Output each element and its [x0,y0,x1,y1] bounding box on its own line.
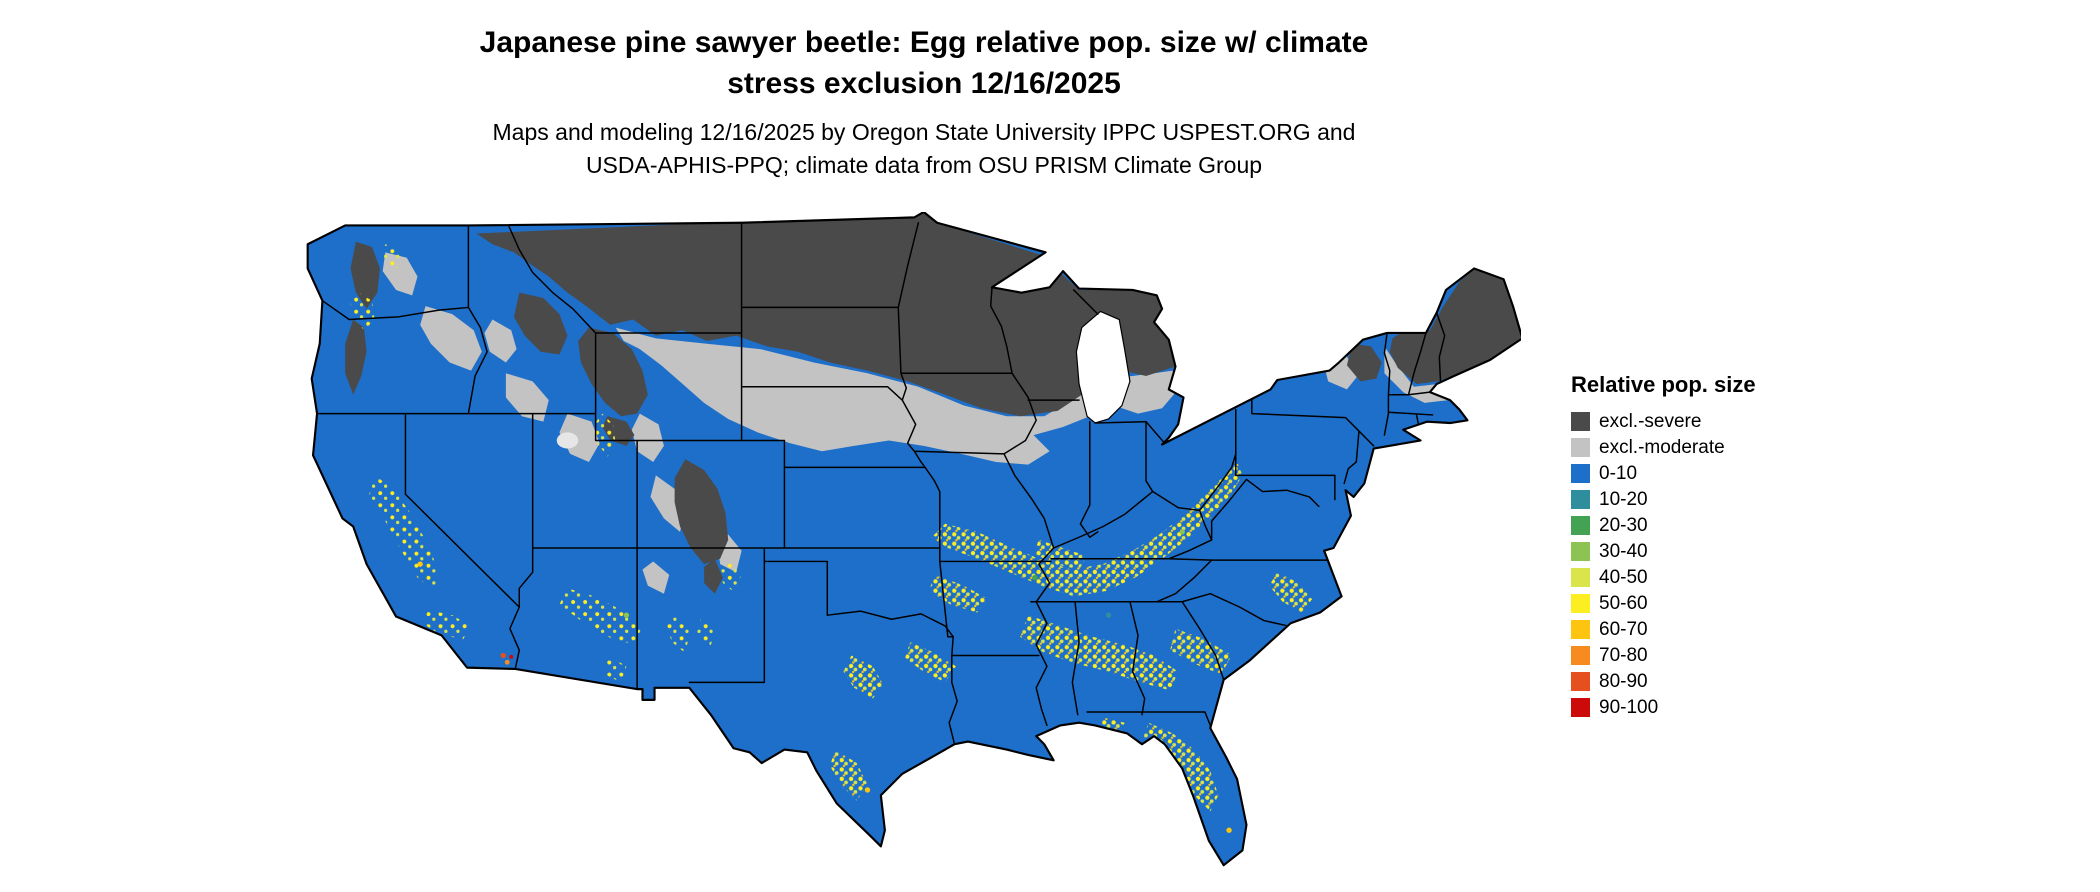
legend-label: 20-30 [1599,514,1648,536]
legend-swatch [1571,437,1590,457]
legend-swatch [1571,541,1590,561]
region-pop-40-70-speckles [350,244,1313,812]
region-excl-severe [345,212,1521,594]
us-map [305,212,1521,884]
legend-item: 50-60 [1571,590,1831,616]
legend-item: 80-90 [1571,668,1831,694]
legend-label: 70-80 [1599,644,1648,666]
legend-label: excl.-moderate [1599,436,1725,458]
legend-swatch [1571,697,1590,717]
us-outline [306,212,1521,867]
legend-swatch [1571,593,1590,613]
map-title-line1: Japanese pine sawyer beetle: Egg relativ… [479,26,1369,59]
region-minor-class-dots [417,529,1232,833]
legend-item: 0-10 [1571,460,1831,486]
us-map-svg [306,212,1521,867]
legend-label: 0-10 [1599,462,1638,484]
legend-swatch [1571,463,1590,483]
legend-label: 10-20 [1599,488,1648,510]
legend-title: Relative pop. size [1571,372,1756,397]
legend: Relative pop. size excl.-severe excl.-mo… [1571,372,1831,720]
legend-label: 90-100 [1599,696,1659,718]
map-subtitle: Maps and modeling 12/16/2025 by Oregon S… [0,116,1848,182]
header: Japanese pine sawyer beetle: Egg relativ… [0,22,1848,182]
legend-label: 40-50 [1599,566,1648,588]
legend-item: excl.-severe [1571,408,1831,434]
legend-swatch [1571,411,1590,431]
lake-michigan [1075,310,1131,424]
legend-label: 50-60 [1599,592,1648,614]
legend-item: 20-30 [1571,512,1831,538]
legend-label: 80-90 [1599,670,1648,692]
state-borders [316,222,1446,745]
legend-item: 70-80 [1571,642,1831,668]
legend-label: excl.-severe [1599,410,1702,432]
map-title-line2: stress exclusion 12/16/2025 [727,67,1121,100]
legend-swatch [1571,671,1590,691]
legend-label: 30-40 [1599,540,1648,562]
legend-swatch [1571,619,1590,639]
legend-item: 90-100 [1571,694,1831,720]
legend-swatch [1571,567,1590,587]
legend-item: 10-20 [1571,486,1831,512]
map-subtitle-line1: Maps and modeling 12/16/2025 by Oregon S… [492,119,1356,145]
legend-label: 60-70 [1599,618,1648,640]
legend-swatch [1571,645,1590,665]
legend-item: 40-50 [1571,564,1831,590]
legend-item: excl.-moderate [1571,434,1831,460]
legend-swatch [1571,515,1590,535]
legend-item: 60-70 [1571,616,1831,642]
legend-item: 30-40 [1571,538,1831,564]
map-subtitle-line2: USDA-APHIS-PPQ; climate data from OSU PR… [585,152,1263,178]
great-salt-lake [556,432,579,449]
legend-swatch [1571,489,1590,509]
